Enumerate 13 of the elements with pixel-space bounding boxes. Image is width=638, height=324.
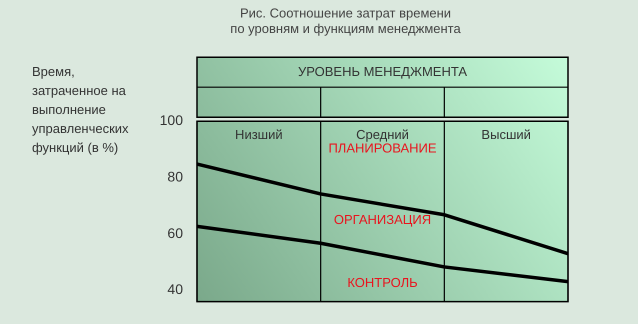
annotation: Низший	[235, 126, 283, 142]
annotation: ПЛАНИРОВАНИЕ	[328, 140, 437, 156]
chart-title: Рис. Соотношение затрат времени по уровням и функциям менеджмента	[230, 5, 462, 36]
annotation: КОНТРОЛЬ	[347, 275, 418, 290]
y-tick-label: 80	[167, 168, 184, 184]
x-axis-title: УРОВЕНЬ МЕНЕДЖМЕНТА	[298, 64, 468, 79]
annotation: Высший	[481, 126, 531, 142]
y-tick-label: 40	[167, 281, 184, 298]
annotation: Средний	[356, 126, 409, 142]
y-tick-label: 100	[160, 112, 184, 128]
y-axis-title: Время, затраченное на выполнение управленческих функций (в %)	[32, 63, 130, 157]
annotation: ОРГАНИЗАЦИЯ	[334, 212, 432, 227]
y-tick-label: 60	[167, 224, 184, 241]
